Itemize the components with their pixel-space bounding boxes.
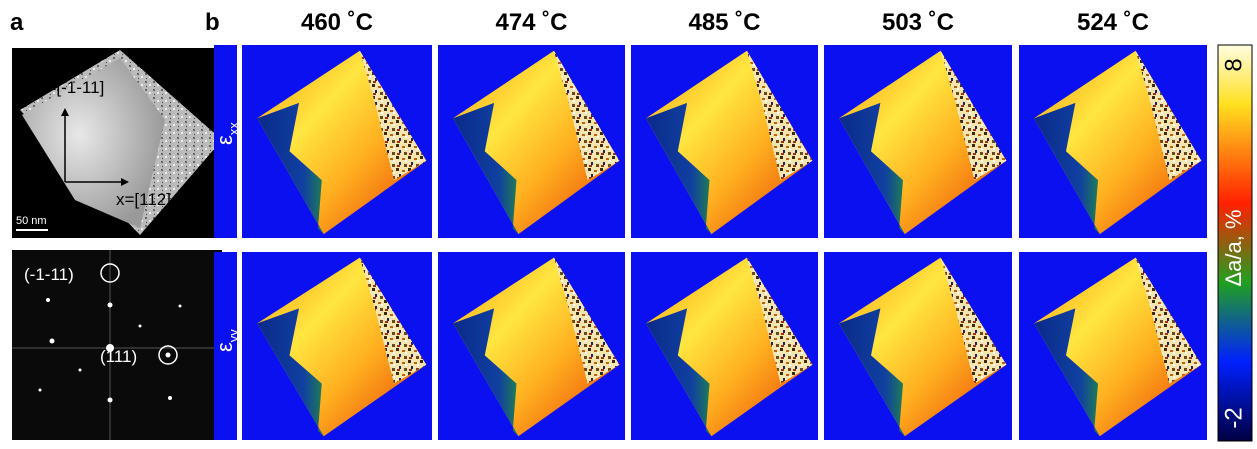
strain-map bbox=[438, 45, 625, 238]
fft-image: (-1-11) (111) bbox=[12, 250, 222, 440]
strain-map bbox=[1019, 252, 1207, 440]
row-symbol: ε bbox=[212, 135, 237, 145]
colorbar-min: -2 bbox=[1220, 407, 1247, 428]
strain-map bbox=[631, 45, 818, 238]
axis-label: y=[-1-11] bbox=[38, 78, 104, 97]
strain-map bbox=[242, 45, 432, 238]
temperature-label: 460 ˚C bbox=[301, 9, 373, 36]
temperature-label: 503 ˚C bbox=[882, 9, 954, 36]
temperature-label: 474 ˚C bbox=[495, 9, 567, 36]
row-subscript: xx bbox=[226, 122, 241, 136]
temperature-label: 485 ˚C bbox=[688, 9, 760, 36]
strain-map bbox=[824, 252, 1012, 440]
axis-label: x=[112] bbox=[116, 190, 171, 209]
row-symbol: ε bbox=[212, 342, 237, 352]
scale-bar-label: 50 nm bbox=[16, 215, 47, 227]
strain-map bbox=[1019, 45, 1207, 238]
colorbar-max: 8 bbox=[1220, 58, 1247, 71]
spot-label: (-1-11) bbox=[24, 265, 74, 284]
panel-label: a bbox=[10, 9, 24, 36]
colorbar-label: Δa/a, % bbox=[1221, 209, 1246, 286]
spot-label: (111) bbox=[100, 347, 137, 366]
temperature-label: 524 ˚C bbox=[1077, 9, 1149, 36]
strain-map bbox=[438, 252, 625, 440]
strain-map bbox=[824, 45, 1012, 238]
colorbar: 8 Δa/a, % -2 bbox=[1218, 45, 1252, 441]
tem-image: y=[-1-11] x=[112] 50 nm bbox=[12, 48, 222, 238]
panel-label: b bbox=[205, 9, 220, 36]
row-subscript: yy bbox=[226, 329, 241, 343]
strain-map bbox=[631, 252, 818, 440]
figure: a b y=[-1-11] x=[112] 50 nm (-1-11) (111… bbox=[0, 0, 1257, 444]
strain-map bbox=[242, 252, 432, 440]
